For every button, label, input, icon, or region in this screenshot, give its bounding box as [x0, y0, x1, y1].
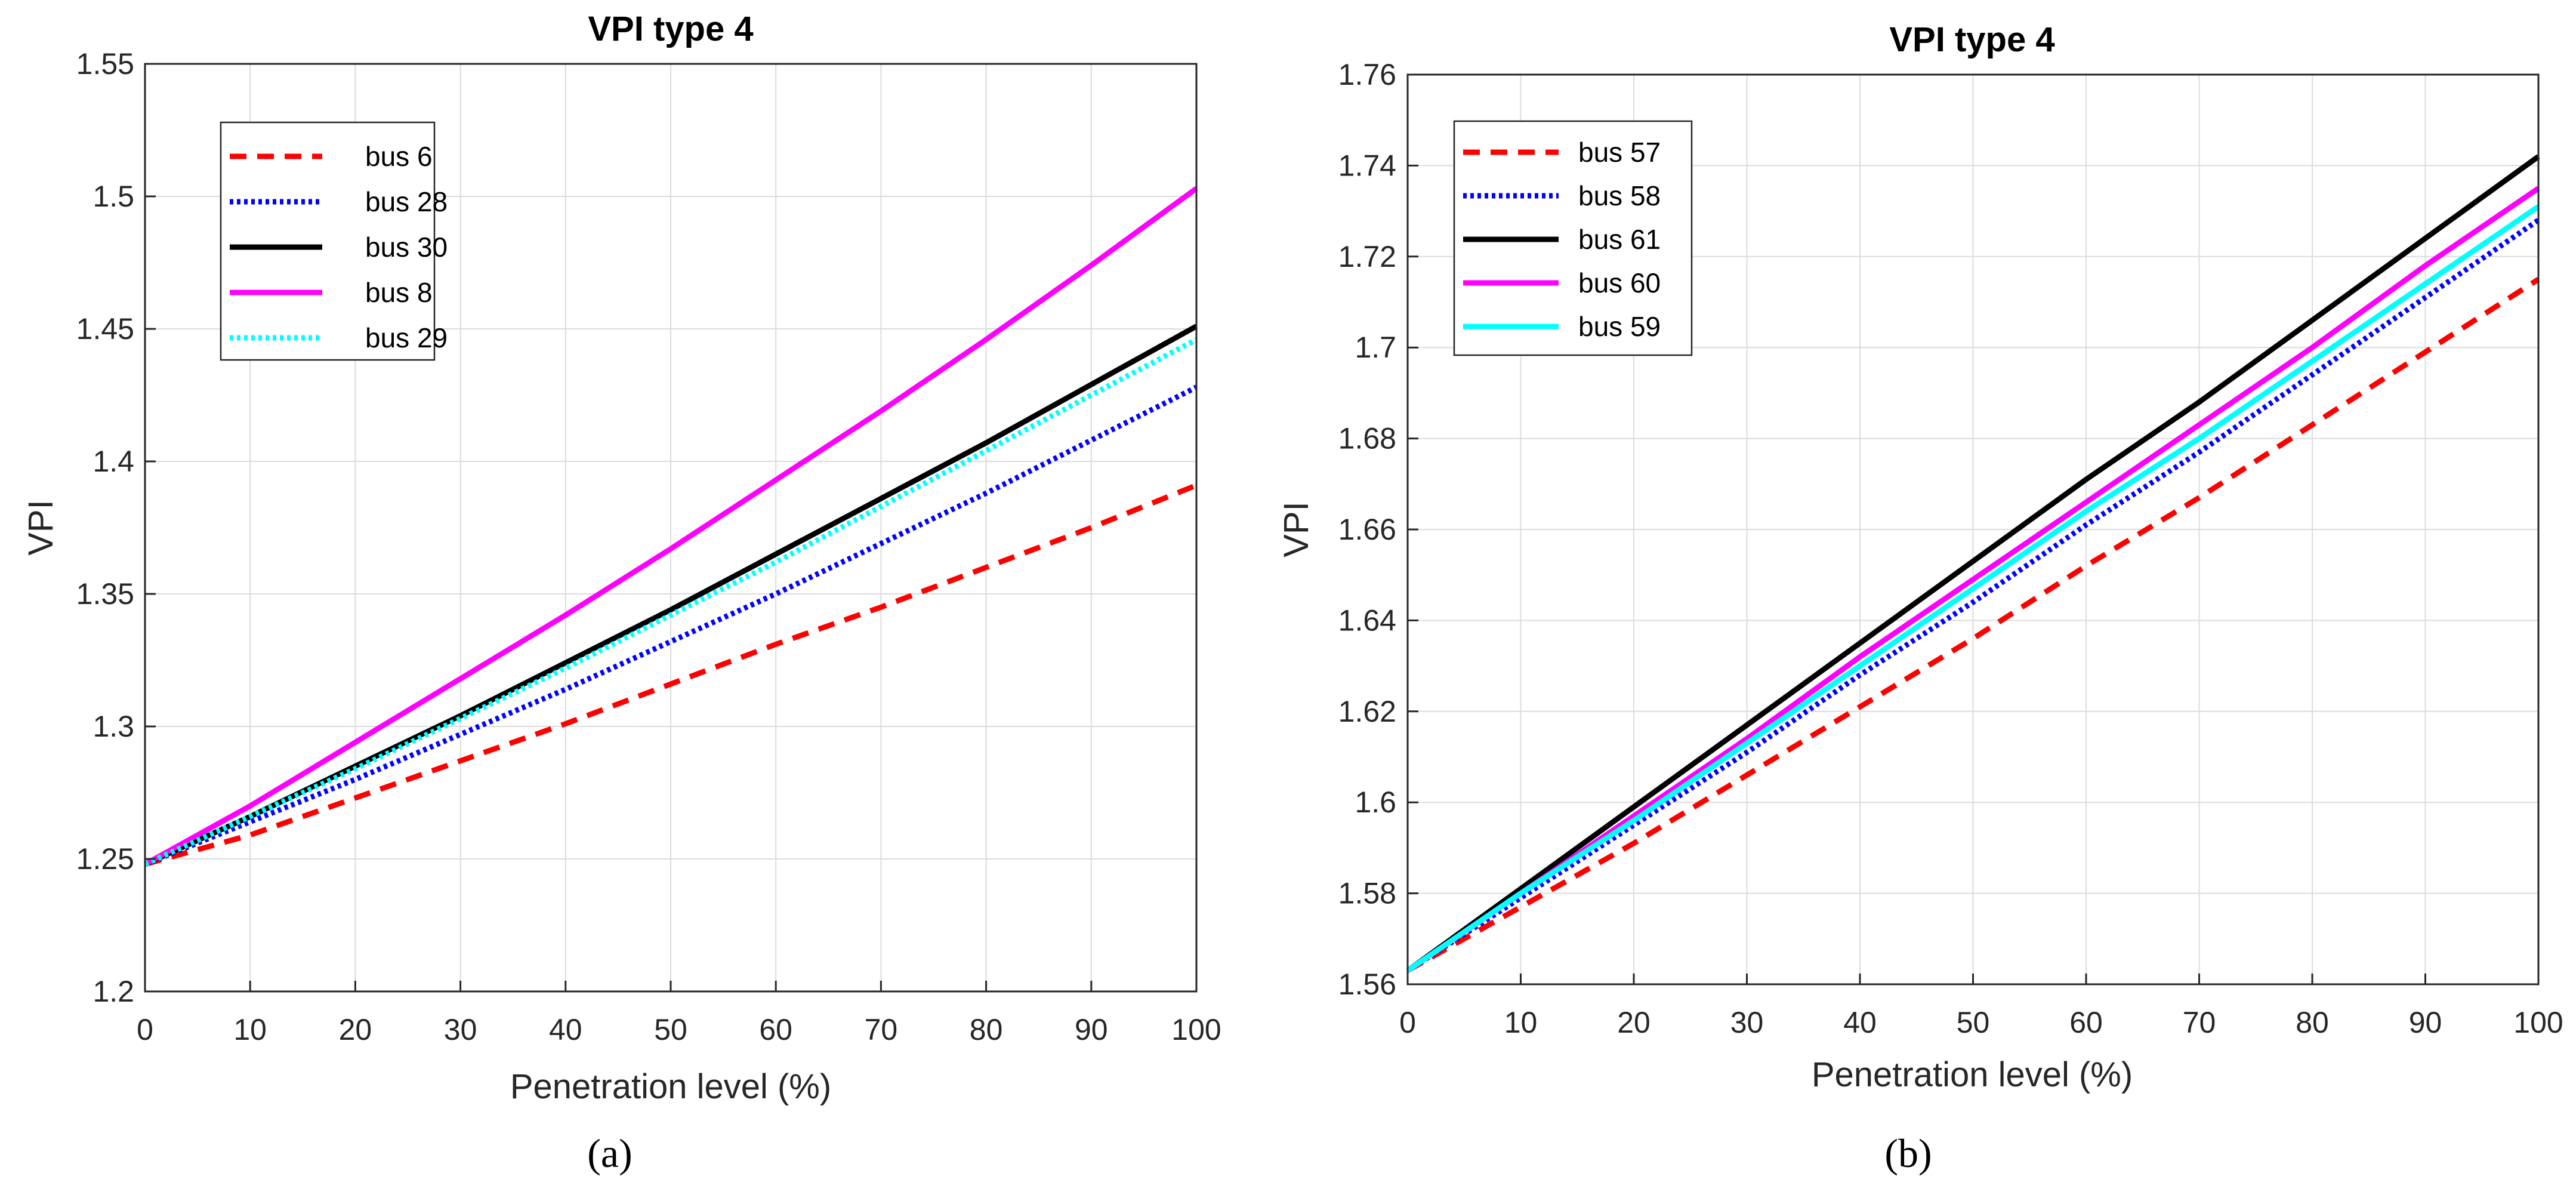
- legend-label: bus 60: [1578, 267, 1661, 298]
- x-tick-label: 0: [1399, 1006, 1416, 1039]
- x-tick-label: 10: [1504, 1006, 1538, 1039]
- x-axis-label: Penetration level (%): [510, 1067, 831, 1106]
- y-tick-label: 1.58: [1338, 877, 1396, 910]
- panel-caption: (b): [1884, 1131, 1932, 1176]
- legend-label: bus 59: [1578, 311, 1661, 342]
- y-axis-label: VPI: [1277, 501, 1316, 558]
- x-tick-label: 10: [233, 1013, 267, 1046]
- x-tick-label: 0: [137, 1013, 153, 1046]
- y-tick-label: 1.74: [1338, 149, 1396, 182]
- chart-title: VPI type 4: [588, 10, 753, 48]
- legend-box: [220, 121, 436, 361]
- y-tick-label: 1.76: [1338, 58, 1396, 91]
- x-tick-label: 90: [2409, 1006, 2442, 1039]
- legend-label: bus 57: [1578, 137, 1661, 168]
- x-tick-label: 80: [970, 1013, 1003, 1046]
- chart-title: VPI type 4: [1889, 20, 2054, 59]
- x-tick-label: 30: [444, 1013, 477, 1046]
- series-line-bus-57: [1406, 277, 2540, 974]
- x-tick-label: 50: [654, 1013, 687, 1046]
- legend-label: bus 58: [1578, 180, 1661, 211]
- y-tick-label: 1.56: [1338, 968, 1396, 1001]
- y-tick-label: 1.25: [76, 842, 134, 876]
- y-tick-label: 1.35: [76, 577, 134, 611]
- y-tick-labels: 1.2 1.25 1.3 1.35 1.4 1.45 1.5 1.55: [76, 47, 156, 1008]
- series-line-bus-58: [1406, 218, 2540, 973]
- y-tick-label: 1.72: [1338, 240, 1396, 273]
- legend-label: bus 30: [365, 232, 448, 263]
- y-tick-label: 1.45: [76, 312, 134, 346]
- series-line-bus-59: [1406, 204, 2540, 973]
- y-tick-label: 1.55: [76, 47, 134, 81]
- series-line-bus-61: [1406, 154, 2540, 973]
- y-tick-label: 1.3: [92, 710, 134, 743]
- y-axis-label: VPI: [21, 500, 60, 556]
- series-lines: [143, 186, 1198, 867]
- y-tick-label: 1.64: [1338, 603, 1396, 637]
- x-tick-label: 70: [2183, 1006, 2216, 1039]
- legend-label: bus 28: [365, 186, 448, 217]
- legend-label: bus 6: [365, 141, 433, 172]
- legend: bus 6 bus 28 bus 30 bus 8 bus 29: [220, 121, 448, 361]
- legend-label: bus 61: [1578, 224, 1661, 255]
- x-axis-label: Penetration level (%): [1812, 1055, 2133, 1094]
- chart-panel-a: VPI type 4 0 10 20 30 40 50 60 70 80 90 100 1.21.2…: [21, 10, 1221, 1176]
- y-tick-label: 1.4: [92, 445, 134, 478]
- x-tick-label: 100: [1171, 1013, 1221, 1046]
- x-tick-labels: 0 10 20 30 40 50 60 70 80 90 100: [137, 981, 1221, 1046]
- series-lines: [1406, 154, 2540, 974]
- chart-panel-b: VPI type 4 0 10 20 30 40 50 60 70 80 90 100 1.561.…: [1277, 20, 2563, 1176]
- series-line-bus-30: [144, 324, 1198, 867]
- x-tick-label: 90: [1075, 1013, 1108, 1046]
- legend-label: bus 8: [365, 277, 433, 308]
- x-tick-label: 50: [1957, 1006, 1990, 1039]
- series-line-bus-28: [144, 384, 1198, 867]
- series-line-bus-6: [144, 482, 1198, 867]
- y-tick-label: 1.66: [1338, 513, 1396, 546]
- x-tick-label: 40: [549, 1013, 582, 1046]
- x-tick-label: 20: [1617, 1006, 1651, 1039]
- legend-label: bus 29: [365, 322, 448, 353]
- x-tick-label: 60: [2069, 1006, 2103, 1039]
- y-tick-labels: 1.56 1.58 1.6 1.62 1.64 1.66 1.68 1.7 1.72 1.74 1.…: [1338, 58, 1418, 1001]
- x-tick-label: 70: [865, 1013, 898, 1046]
- series-line-bus-8: [143, 186, 1198, 867]
- y-tick-label: 1.7: [1355, 331, 1396, 364]
- x-tick-labels: 0 10 20 30 40 50 60 70 80 90 100: [1399, 974, 2563, 1039]
- x-tick-label: 40: [1843, 1006, 1877, 1039]
- x-tick-label: 100: [2513, 1006, 2563, 1039]
- y-tick-label: 1.2: [92, 975, 134, 1008]
- x-tick-label: 60: [759, 1013, 792, 1046]
- x-tick-label: 80: [2296, 1006, 2329, 1039]
- panel-caption: (a): [587, 1131, 632, 1176]
- y-tick-label: 1.6: [1355, 786, 1396, 819]
- legend: bus 57 bus 58 bus 61 bus 60 bus 59: [1453, 120, 1693, 356]
- y-tick-label: 1.5: [92, 180, 134, 213]
- y-tick-label: 1.62: [1338, 695, 1396, 728]
- series-line-bus-29: [144, 337, 1198, 867]
- y-tick-label: 1.68: [1338, 422, 1396, 455]
- x-tick-label: 20: [339, 1013, 372, 1046]
- x-tick-label: 30: [1730, 1006, 1764, 1039]
